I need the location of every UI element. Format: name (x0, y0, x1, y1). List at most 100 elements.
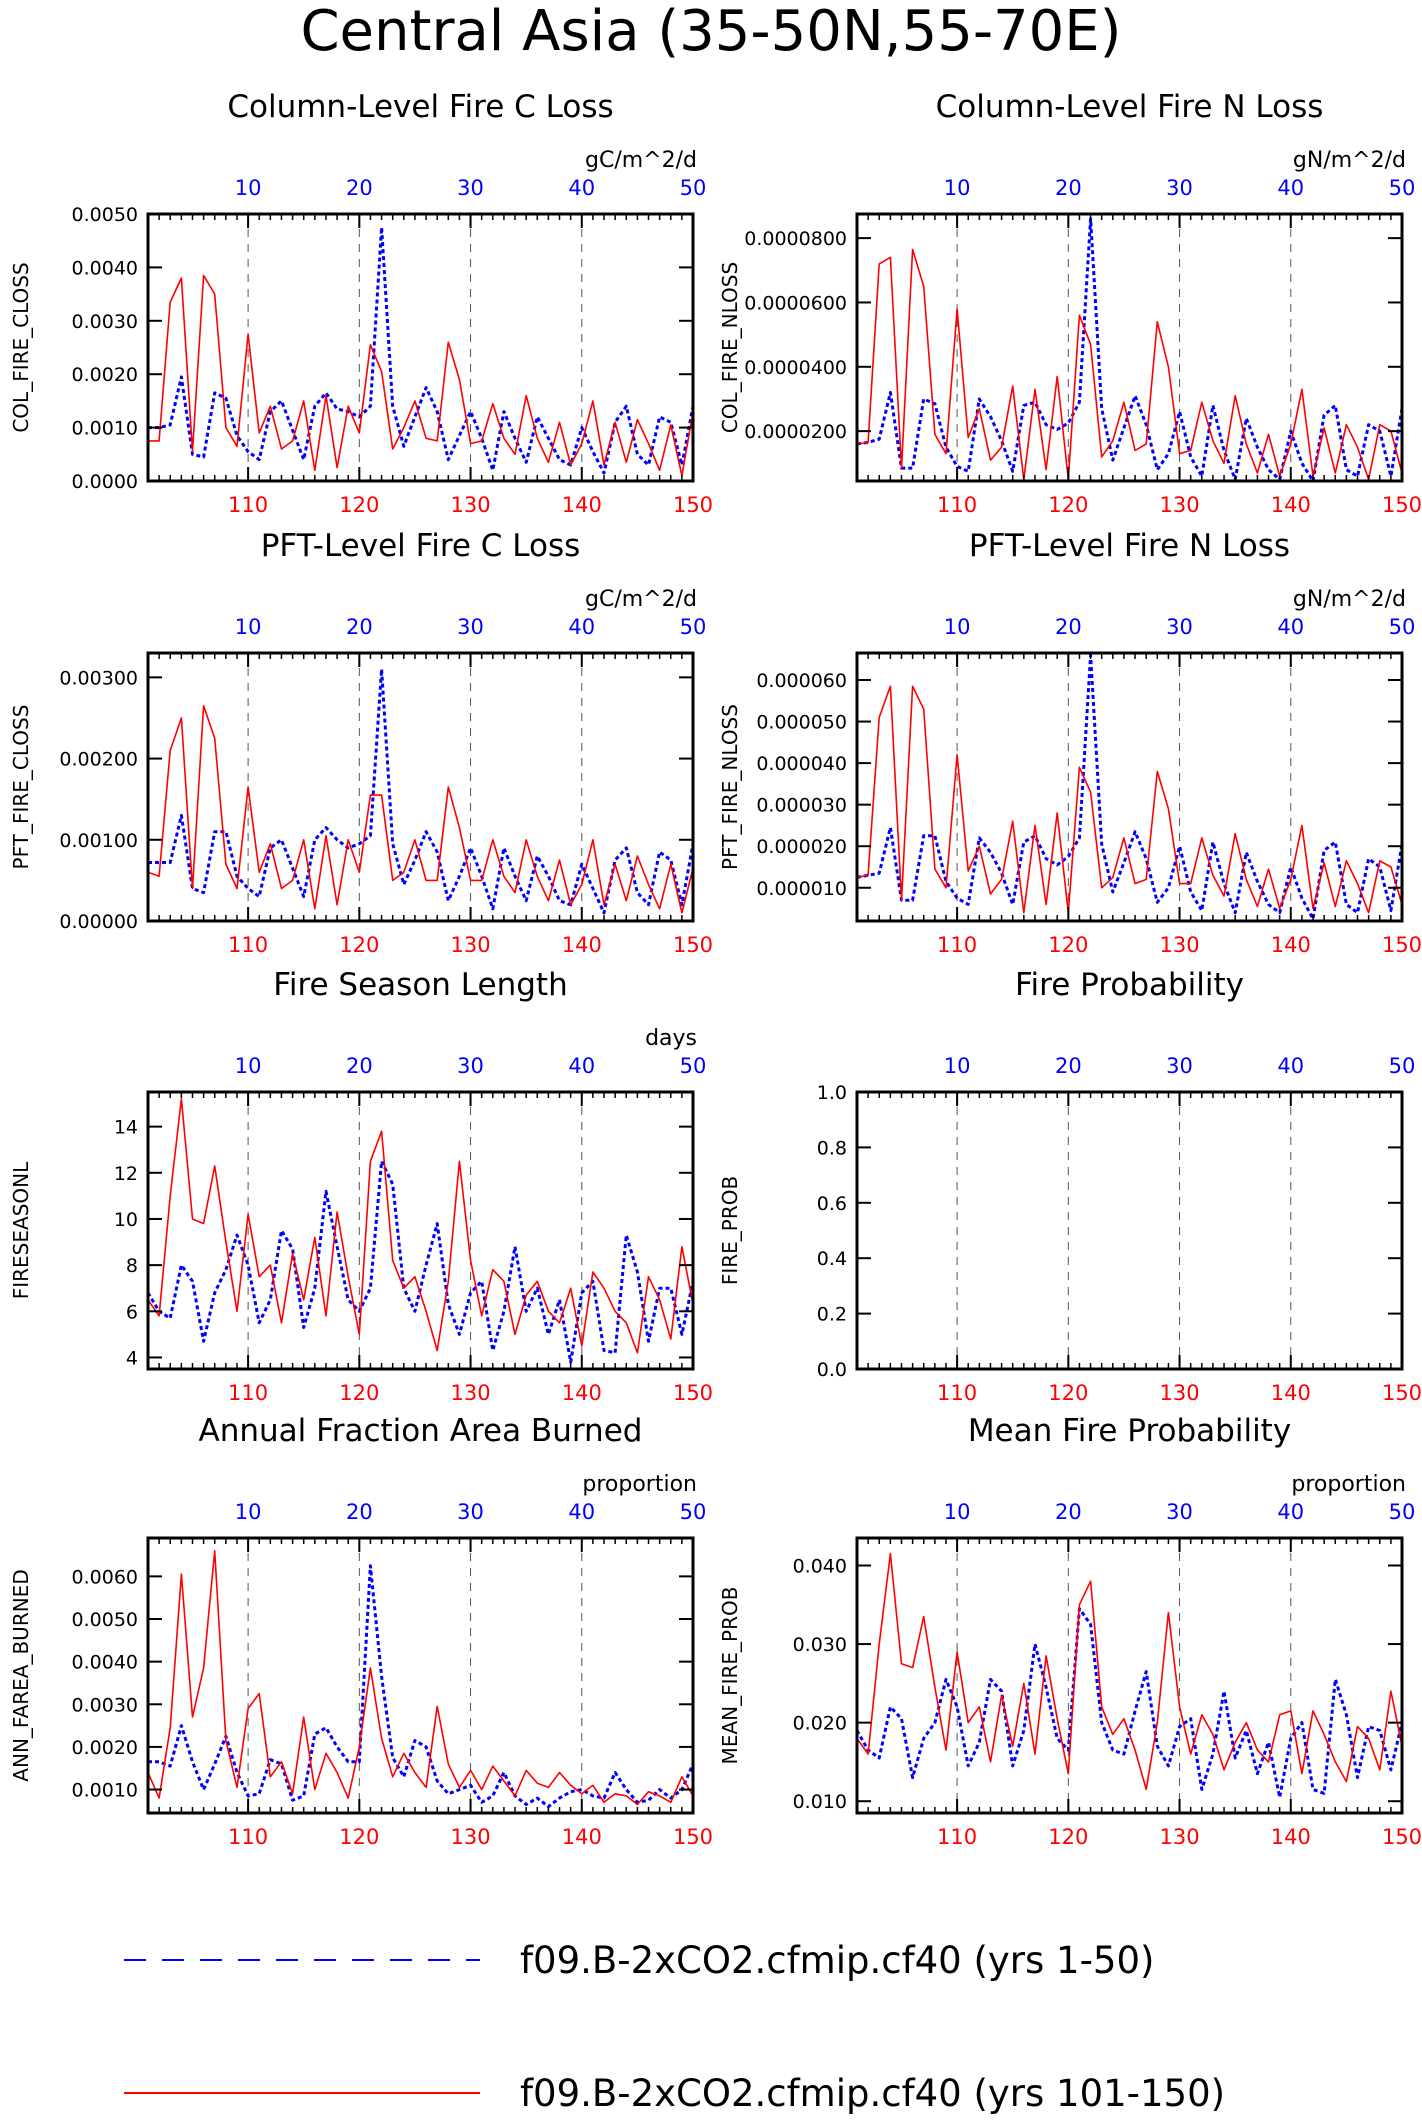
x-top-tick-label: 40 (1277, 176, 1304, 200)
plot-frame (855, 1536, 1404, 1815)
units-label: gC/m^2/d (585, 148, 697, 173)
series-line-red (856, 685, 1403, 914)
chart-title: Column-Level Fire C Loss (227, 89, 613, 125)
x-tick-label: 120 (1048, 933, 1088, 957)
x-tick-label: 130 (1160, 1825, 1200, 1849)
x-tick-label: 130 (451, 1381, 491, 1405)
x-top-tick-label: 50 (680, 615, 707, 639)
series-line-red (147, 1098, 694, 1354)
chart-panel-7: Annual Fraction Area Burned proportion ANN… (9, 1413, 713, 1849)
series-line-red (148, 274, 694, 477)
y-tick-label: 14 (114, 1117, 138, 1139)
x-top-tick-label: 50 (680, 176, 707, 200)
x-top-tick-label: 40 (1277, 615, 1304, 639)
x-tick-label: 130 (1160, 933, 1200, 957)
y-tick-label: 0.040 (793, 1556, 847, 1578)
x-top-tick-label: 50 (1389, 1500, 1416, 1524)
x-tick-label: 120 (339, 1825, 379, 1849)
x-tick-label: 140 (1271, 1825, 1311, 1849)
series-line-red (147, 704, 694, 914)
x-tick-label: 130 (451, 933, 491, 957)
plot-frame (146, 651, 695, 923)
x-top-tick-label: 10 (235, 615, 262, 639)
y-tick-label: 0.2 (817, 1304, 847, 1326)
y-tick-label: 0.00200 (59, 749, 138, 771)
x-tick-label: 110 (937, 493, 977, 517)
series-line-blue (856, 217, 1404, 483)
units-label: days (645, 1026, 697, 1051)
x-top-tick-label: 20 (346, 1500, 373, 1524)
x-tick-label: 150 (1382, 1825, 1422, 1849)
series-line-blue (856, 653, 1404, 921)
x-top-tick-label: 20 (346, 615, 373, 639)
x-top-tick-label: 40 (568, 176, 595, 200)
y-tick-label: 0.000040 (756, 753, 847, 775)
x-tick-label: 120 (339, 1381, 379, 1405)
chart-panel-1: Column-Level Fire C Loss gC/m^2/d COL_FIRE… (9, 89, 713, 517)
x-tick-label: 140 (562, 1381, 602, 1405)
chart-title: PFT-Level Fire N Loss (969, 528, 1290, 564)
y-tick-label: 0.0060 (72, 1566, 138, 1588)
y-tick-label: 0.0 (817, 1359, 847, 1381)
y-tick-label: 0.020 (793, 1713, 847, 1735)
x-tick-label: 120 (1048, 1381, 1088, 1405)
x-top-tick-label: 10 (235, 1054, 262, 1078)
plot-frame (146, 212, 695, 483)
chart-title: Mean Fire Probability (968, 1413, 1291, 1449)
x-top-tick-label: 50 (1389, 615, 1416, 639)
x-top-tick-label: 30 (457, 1054, 484, 1078)
series-line-blue (855, 1607, 1404, 1799)
y-tick-label: 0.0040 (72, 1652, 138, 1674)
y-tick-label: 0.0040 (72, 257, 138, 279)
units-label: proportion (582, 1472, 697, 1497)
y-tick-label: 0.6 (817, 1193, 847, 1215)
y-tick-label: 0.000050 (756, 712, 847, 734)
y-tick-label: 0.0000800 (744, 228, 847, 250)
x-tick-label: 150 (1382, 1381, 1422, 1405)
x-top-tick-label: 20 (1055, 1500, 1082, 1524)
x-top-tick-label: 10 (944, 1500, 971, 1524)
x-top-tick-label: 30 (1166, 615, 1193, 639)
x-tick-label: 130 (451, 1825, 491, 1849)
x-tick-label: 120 (1048, 1825, 1088, 1849)
chart-title: Fire Season Length (273, 967, 567, 1003)
chart-panel-2: Column-Level Fire N Loss gN/m^2/d COL_FIRE… (718, 89, 1422, 517)
x-top-tick-label: 20 (346, 1054, 373, 1078)
x-top-tick-label: 50 (1389, 176, 1416, 200)
legend-blue-label: f09.B-2xCO2.cfmip.cf40 (yrs 1-50) (520, 1939, 1154, 1982)
x-tick-label: 120 (339, 493, 379, 517)
chart-panels: Column-Level Fire C Loss gC/m^2/d COL_FIRE… (9, 89, 1422, 1849)
x-tick-label: 150 (673, 1381, 713, 1405)
legend-red-label: f09.B-2xCO2.cfmip.cf40 (yrs 101-150) (520, 2072, 1225, 2115)
y-tick-label: 0.000060 (756, 670, 847, 692)
plot-frame (146, 1090, 695, 1371)
x-tick-label: 110 (228, 1825, 268, 1849)
chart-title: Annual Fraction Area Burned (199, 1413, 643, 1449)
units-label: gC/m^2/d (585, 587, 697, 612)
y-axis-label: FIRE_PROB (718, 1176, 742, 1285)
y-tick-label: 0.000020 (756, 836, 847, 858)
x-tick-label: 130 (1160, 1381, 1200, 1405)
chart-title: Column-Level Fire N Loss (936, 89, 1324, 125)
x-top-tick-label: 50 (680, 1500, 707, 1524)
y-tick-label: 0.0050 (72, 1609, 138, 1631)
figure-title: Central Asia (35-50N,55-70E) (300, 0, 1121, 64)
series-line-blue (148, 1564, 695, 1809)
chart-panel-6: Fire Probability FIRE_PROB 110 120 130 140 150… (718, 967, 1422, 1405)
plot-frame (855, 1090, 1404, 1371)
x-tick-label: 110 (937, 1825, 977, 1849)
y-tick-label: 0.0010 (72, 1780, 138, 1802)
plot-frame (855, 212, 1404, 483)
x-top-tick-label: 30 (1166, 1054, 1193, 1078)
chart-panel-5: Fire Season Length days FIRESEASONL 110 120 1… (9, 967, 713, 1405)
x-tick-label: 130 (451, 493, 491, 517)
y-tick-label: 0.030 (793, 1634, 847, 1656)
y-tick-label: 0.0000200 (744, 421, 847, 443)
x-tick-label: 150 (1382, 933, 1422, 957)
x-tick-label: 140 (562, 1825, 602, 1849)
units-label: gN/m^2/d (1293, 587, 1406, 612)
y-tick-label: 4 (126, 1347, 138, 1369)
